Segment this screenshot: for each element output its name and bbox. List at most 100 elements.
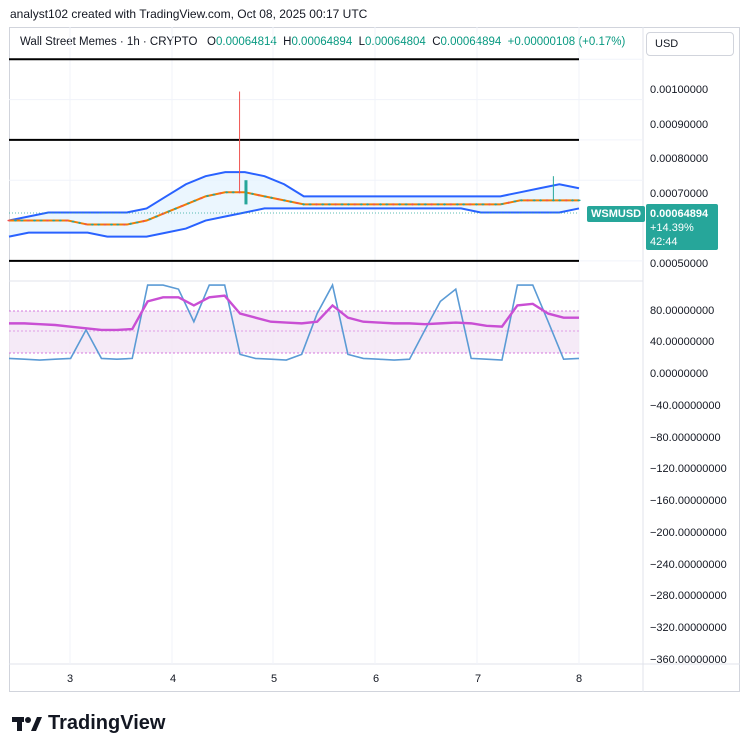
low-label: L	[358, 36, 366, 48]
candle-body	[487, 203, 491, 206]
candle-body	[65, 219, 69, 222]
time-tick: 3	[67, 673, 74, 685]
symbol-label[interactable]: Wall Street Memes · 1h · CRYPTO	[20, 36, 198, 48]
ohlc-legend: Wall Street Memes · 1h · CRYPTO O0.00064…	[20, 36, 625, 48]
bollinger-lower-line	[8, 207, 580, 238]
candle-body	[391, 203, 395, 206]
tradingview-logo-icon	[12, 716, 42, 731]
candle-body	[206, 195, 210, 197]
candle-body	[270, 197, 274, 199]
candle-body	[468, 203, 472, 206]
osc-tick: −280.00000000	[650, 590, 727, 602]
candle-body	[327, 203, 331, 206]
time-tick: 6	[373, 673, 380, 685]
candle-body	[494, 203, 498, 206]
candle-body	[295, 202, 299, 204]
candle-body	[225, 191, 229, 193]
candle-body	[314, 203, 318, 206]
candle-body	[410, 203, 414, 206]
price-tick: 0.00100000	[650, 84, 709, 96]
osc-tick: −200.00000000	[650, 527, 727, 539]
candle-body	[33, 219, 37, 222]
horizontal-levels	[9, 58, 579, 262]
candle-body	[244, 180, 248, 205]
osc-tick: 80.00000000	[650, 305, 715, 317]
candle-body	[558, 199, 562, 201]
candle-body	[378, 203, 382, 206]
osc-tick: −120.00000000	[650, 463, 727, 475]
candle-body	[52, 219, 56, 222]
low-value: 0.00064804	[365, 36, 426, 48]
candle-body	[366, 203, 370, 206]
candle-body	[109, 223, 113, 226]
stoch-band	[9, 311, 579, 353]
candle-body	[141, 220, 145, 222]
candle-body	[577, 199, 581, 201]
candle-body	[539, 199, 543, 201]
candle-body	[129, 223, 133, 225]
candle-body	[449, 203, 453, 206]
candle-body	[218, 192, 222, 194]
candle-body	[84, 223, 88, 225]
price-tick: 0.00080000	[650, 153, 709, 165]
candle-body	[436, 203, 440, 206]
candle-body	[116, 223, 120, 226]
candle-body	[372, 203, 376, 206]
candle-body	[39, 219, 43, 222]
candle-body	[250, 193, 254, 195]
candle-body	[353, 203, 357, 206]
change-percent: +14.39%	[650, 222, 694, 234]
candle-body	[321, 203, 325, 206]
attribution-text: analyst102 created with TradingView.com,…	[10, 7, 368, 21]
candle-body	[45, 219, 49, 222]
close-label: C	[432, 36, 441, 48]
candle-body	[263, 195, 267, 198]
candle-body	[519, 199, 523, 201]
candle-body	[199, 197, 203, 199]
candle-body	[404, 203, 408, 206]
candle-body	[545, 199, 549, 201]
bollinger-upper-line	[8, 171, 580, 222]
candle-body	[26, 219, 30, 222]
osc-tick: −320.00000000	[650, 622, 727, 634]
candle-body	[564, 199, 568, 201]
price-tick: 0.00050000	[650, 258, 709, 270]
tradingview-wordmark: TradingView	[48, 712, 166, 734]
candles	[7, 91, 581, 226]
currency-button[interactable]: USD	[646, 32, 734, 56]
symbol-price-tag: WSMUSD	[587, 206, 646, 222]
candle-body	[257, 194, 261, 196]
candle-body	[359, 203, 363, 206]
candle-body	[551, 199, 555, 201]
candle-body	[97, 223, 101, 226]
open-label: O	[207, 36, 216, 48]
bollinger-fill	[9, 172, 579, 237]
candle-body	[302, 203, 306, 205]
candle-body	[462, 203, 466, 206]
time-tick: 4	[170, 673, 177, 685]
high-label: H	[283, 36, 292, 48]
candle-body	[308, 203, 312, 206]
candle-body	[212, 194, 216, 196]
last-price: 0.00064894	[650, 208, 709, 220]
candle-body	[443, 203, 447, 206]
high-value: 0.00064894	[291, 36, 353, 48]
tradingview-logo[interactable]: TradingView	[12, 712, 165, 735]
candle-body	[7, 219, 11, 222]
stoch-d-line	[9, 294, 579, 332]
candle-body	[154, 215, 158, 218]
candle-body	[282, 199, 286, 202]
candle-body	[417, 203, 421, 206]
candle-body	[58, 219, 62, 222]
candle-body	[500, 203, 504, 205]
osc-tick: 0.00000000	[650, 368, 709, 380]
candle-body	[77, 222, 81, 224]
time-tick: 5	[271, 673, 278, 685]
osc-tick: 40.00000000	[650, 336, 715, 348]
candle-body	[103, 223, 107, 226]
open-value: 0.00064814	[216, 36, 277, 48]
close-value: 0.00064894	[440, 36, 502, 48]
bollinger-bands	[8, 171, 580, 238]
candle-body	[513, 200, 517, 203]
